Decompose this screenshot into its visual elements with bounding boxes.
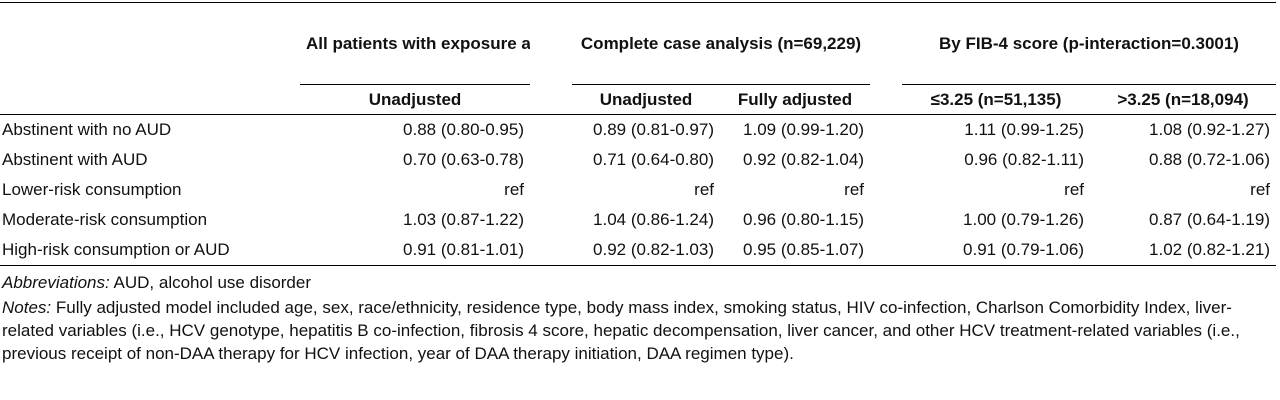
abbreviations-note: Abbreviations: AUD, alcohol use disorder: [2, 271, 1272, 294]
cell-fib-low: 1.00 (0.79-1.26): [963, 210, 1084, 229]
abbreviations-label: Abbreviations:: [2, 273, 110, 292]
cell-gap: [870, 175, 902, 205]
header-gap: [530, 4, 572, 85]
cell-fib-high: 0.87 (0.64-1.19): [1149, 210, 1270, 229]
cell-gap: [870, 205, 902, 235]
notes-text: Fully adjusted model included age, sex, …: [2, 298, 1240, 363]
cell-gap: [530, 145, 572, 175]
cell-cc-fully-adjusted: 0.96 (0.80-1.15): [743, 210, 864, 229]
cell-cc-fully-adjusted: 1.09 (0.99-1.20): [743, 120, 864, 139]
cell-all-unadjusted: ref: [504, 180, 524, 199]
sub-header-cc-fully-adjusted: Fully adjusted: [720, 84, 870, 115]
row-label: Moderate-risk consumption: [2, 210, 208, 229]
sub-header-fib-low: ≤3.25 (n=51,135): [902, 84, 1090, 115]
table-row: High-risk consumption or AUD 0.91 (0.81-…: [0, 235, 1276, 266]
cell-gap: [530, 175, 572, 205]
cell-cc-unadjusted: 1.04 (0.86-1.24): [593, 210, 714, 229]
results-table: All patients with exposure and outcome d…: [0, 4, 1276, 266]
cell-fib-low: 0.91 (0.79-1.06): [902, 235, 1090, 266]
cell-gap: [530, 205, 572, 235]
cell-all-unadjusted: 0.70 (0.63-0.78): [403, 150, 524, 169]
cell-gap: [530, 115, 572, 146]
cell-cc-fully-adjusted: 0.95 (0.85-1.07): [720, 235, 870, 266]
cell-fib-high: 0.88 (0.72-1.06): [1149, 150, 1270, 169]
group-header-complete-case: Complete case analysis (n=69,229): [572, 4, 870, 85]
row-label: High-risk consumption or AUD: [0, 235, 300, 266]
sub-header-row: Unadjusted Unadjusted Fully adjusted ≤3.…: [0, 84, 1276, 115]
cell-gap: [870, 115, 902, 146]
row-label: Lower-risk consumption: [2, 180, 182, 199]
cell-cc-unadjusted: 0.71 (0.64-0.80): [593, 150, 714, 169]
group-header-row: All patients with exposure and outcome d…: [0, 4, 1276, 85]
cell-all-unadjusted: 0.91 (0.81-1.01): [300, 235, 530, 266]
table-footnotes: Abbreviations: AUD, alcohol use disorder…: [2, 271, 1272, 367]
group-header-by-fib4: By FIB-4 score (p-interaction=0.3001): [902, 4, 1276, 85]
row-label: Abstinent with no AUD: [2, 120, 172, 139]
sub-header-cc-unadjusted: Unadjusted: [572, 84, 720, 115]
cell-fib-low: 1.11 (0.99-1.25): [964, 120, 1084, 139]
header-gap: [870, 4, 902, 85]
abbreviations-text: AUD, alcohol use disorder: [109, 273, 312, 292]
sub-header-gap: [870, 84, 902, 115]
cell-fib-high: 1.02 (0.82-1.21): [1090, 235, 1276, 266]
table-row: Abstinent with no AUD 0.88 (0.80-0.95) 0…: [0, 115, 1276, 146]
cell-fib-high: ref: [1250, 180, 1270, 199]
cell-fib-high: 1.08 (0.92-1.27): [1149, 120, 1270, 139]
cell-fib-low: ref: [1064, 180, 1084, 199]
header-blank: [0, 4, 300, 85]
cell-cc-unadjusted: 0.89 (0.81-0.97): [593, 120, 714, 139]
cell-cc-fully-adjusted: ref: [844, 180, 864, 199]
cell-cc-unadjusted: 0.92 (0.82-1.03): [572, 235, 720, 266]
cell-gap: [870, 145, 902, 175]
table-row: Moderate-risk consumption 1.03 (0.87-1.2…: [0, 205, 1276, 235]
cell-gap: [870, 235, 902, 266]
table-row: Abstinent with AUD 0.70 (0.63-0.78) 0.71…: [0, 145, 1276, 175]
cell-all-unadjusted: 1.03 (0.87-1.22): [403, 210, 524, 229]
cell-all-unadjusted: 0.88 (0.80-0.95): [403, 120, 524, 139]
top-rule: [0, 2, 1276, 3]
cell-cc-fully-adjusted: 0.92 (0.82-1.04): [743, 150, 864, 169]
cell-fib-low: 0.96 (0.82-1.11): [964, 150, 1084, 169]
notes-paragraph: Notes: Fully adjusted model included age…: [2, 296, 1272, 365]
cell-cc-unadjusted: ref: [694, 180, 714, 199]
sub-header-gap: [530, 84, 572, 115]
row-label: Abstinent with AUD: [2, 150, 148, 169]
sub-header-fib-high: >3.25 (n=18,094): [1090, 84, 1276, 115]
notes-label: Notes:: [2, 298, 52, 317]
sub-header-blank: [0, 84, 300, 115]
group-header-all-patients: All patients with exposure and outcome d…: [300, 4, 530, 85]
cell-gap: [530, 235, 572, 266]
table-row: Lower-risk consumption ref ref ref ref r…: [0, 175, 1276, 205]
sub-header-all-unadjusted: Unadjusted: [300, 84, 530, 115]
